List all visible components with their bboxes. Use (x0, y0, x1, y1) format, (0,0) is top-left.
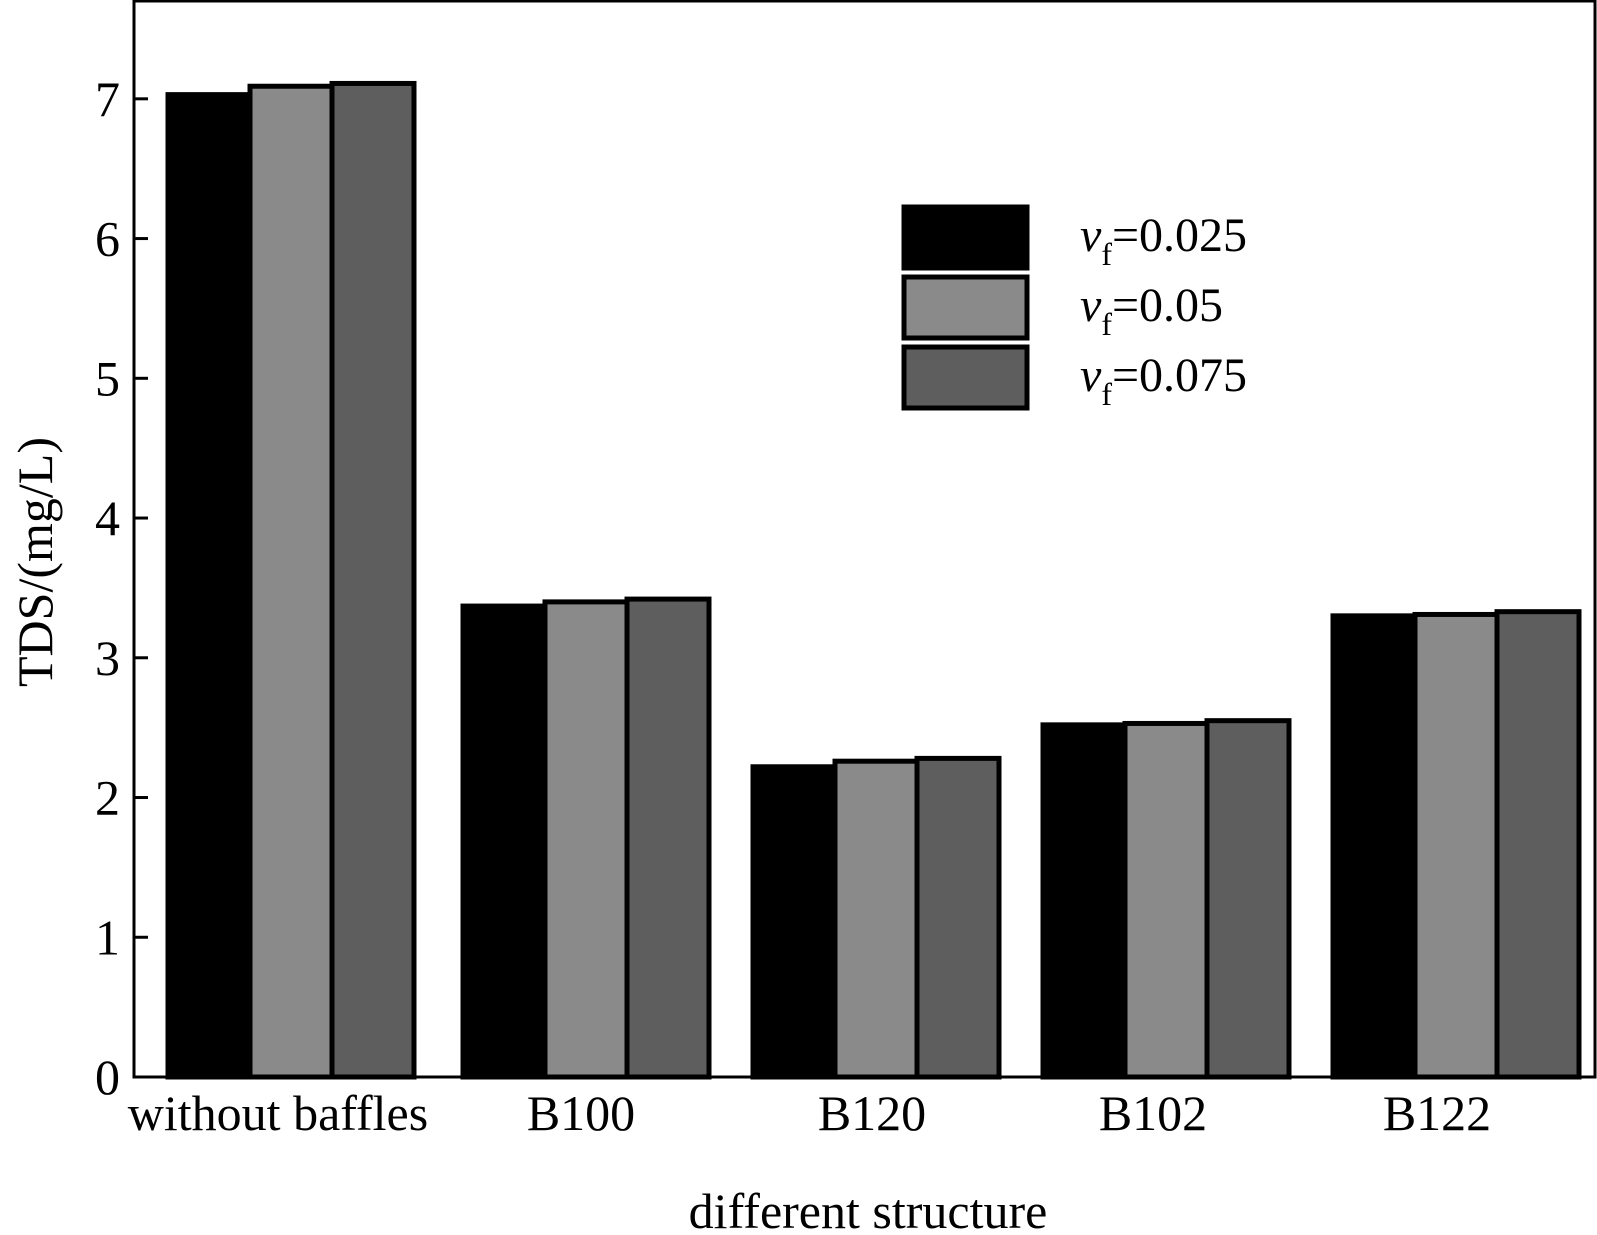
bar-3-2 (1204, 718, 1292, 1080)
legend-label-2: vf=0.075 (1080, 349, 1247, 412)
legend-swatch-0 (901, 204, 1030, 271)
y-tick-label: 2 (95, 770, 120, 826)
bar-1-2 (624, 596, 712, 1080)
bar-2-2 (914, 755, 1002, 1080)
x-category-label: B122 (1383, 1085, 1491, 1141)
x-axis: without baffles B100 B120 B102 B122 (128, 1085, 1491, 1141)
bar-0-1 (247, 83, 335, 1080)
y-tick-label: 0 (95, 1049, 120, 1105)
legend-label-0: vf=0.025 (1080, 209, 1247, 272)
x-category-label: B102 (1099, 1085, 1207, 1141)
legend-label-1: vf=0.05 (1080, 279, 1223, 342)
plot-frame (132, 0, 1597, 1079)
x-category-label: B100 (527, 1085, 635, 1141)
y-axis-title: TDS/(mg/L) (7, 437, 63, 687)
bar-2-1 (832, 758, 920, 1080)
bar-0-0 (165, 92, 253, 1080)
bar-4-1 (1412, 611, 1500, 1080)
y-tick-label: 7 (95, 71, 120, 127)
bar-3-0 (1040, 722, 1128, 1080)
y-tick-label: 4 (95, 490, 120, 546)
bar-2-0 (750, 764, 838, 1080)
bar-0-2 (329, 80, 417, 1080)
x-category-label: B120 (818, 1085, 926, 1141)
bar-4-2 (1494, 609, 1582, 1080)
x-axis-title: different structure (689, 1183, 1048, 1235)
y-axis: 0 1 2 3 4 5 6 7 (95, 71, 148, 1105)
legend: vf=0.025 vf=0.05 vf=0.075 (901, 204, 1247, 412)
bars (165, 80, 1582, 1080)
legend-swatch-2 (901, 344, 1030, 411)
bar-4-0 (1330, 613, 1418, 1080)
x-category-label: without baffles (128, 1085, 428, 1141)
y-tick-label: 3 (95, 630, 120, 686)
bar-3-1 (1122, 720, 1210, 1080)
y-tick-label: 5 (95, 350, 120, 406)
y-tick-label: 6 (95, 211, 120, 267)
bar-1-1 (542, 599, 630, 1080)
legend-swatch-1 (901, 274, 1030, 341)
bar-1-0 (460, 603, 548, 1080)
y-tick-label: 1 (95, 909, 120, 965)
